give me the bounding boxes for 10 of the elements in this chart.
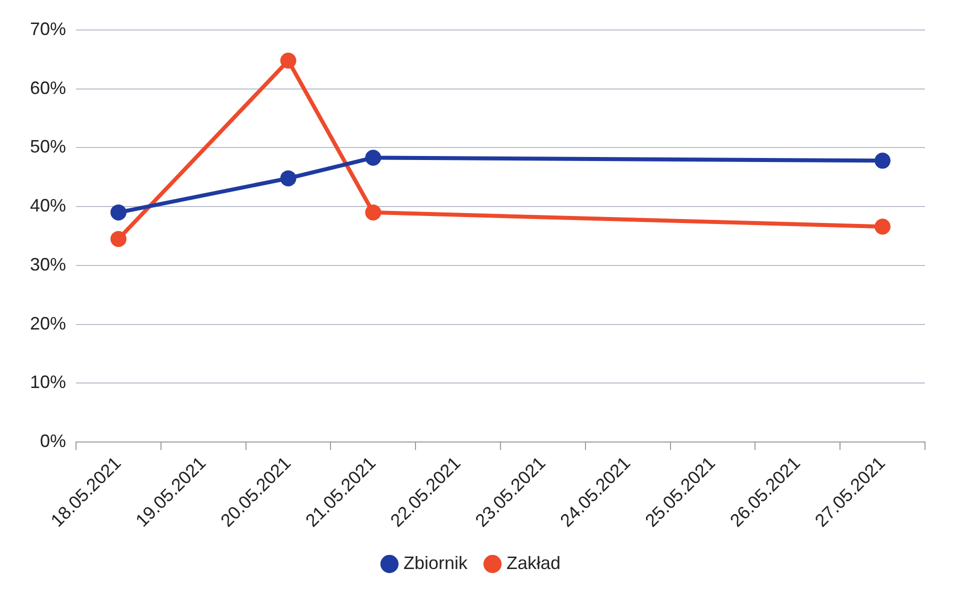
legend-label: Zakład — [506, 552, 561, 573]
y-tick-label: 60% — [30, 78, 66, 98]
y-tick-label: 0% — [40, 430, 66, 451]
y-tick-label: 40% — [30, 196, 66, 216]
y-tick-label: 30% — [30, 254, 66, 274]
y-tick-label: 10% — [30, 372, 66, 392]
legend-label: Zbiornik — [403, 552, 468, 573]
y-tick-label: 20% — [30, 313, 66, 334]
y-tick-label: 50% — [30, 136, 66, 157]
y-tick-label: 70% — [30, 18, 66, 39]
